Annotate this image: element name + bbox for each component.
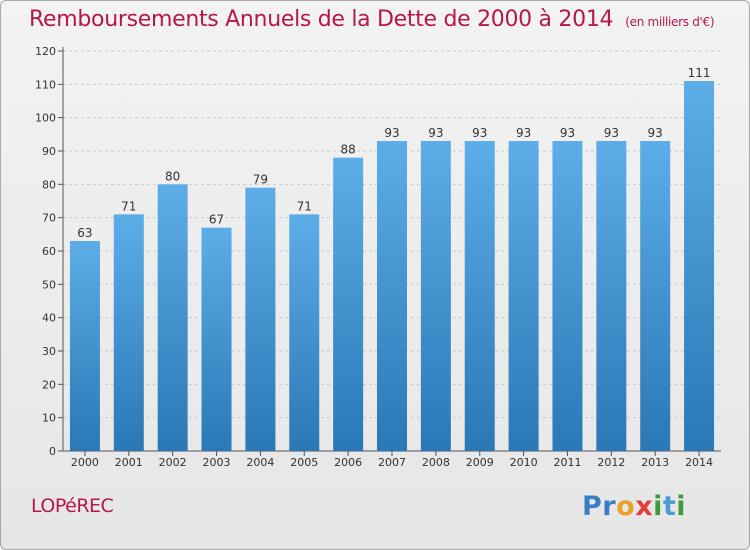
- bar: [201, 227, 232, 451]
- data-label: 93: [516, 126, 531, 140]
- axes: 0 10 20 30 40 50 60 70 80 90 100 110 120 2000 2001 2002…: [35, 45, 721, 469]
- logo-letter: t: [662, 491, 677, 522]
- bar: [464, 141, 495, 451]
- x-tick-label: 2006: [334, 456, 362, 469]
- data-label: 93: [648, 126, 663, 140]
- data-label: 93: [428, 126, 443, 140]
- data-label: 71: [121, 199, 136, 213]
- bar: [245, 187, 276, 451]
- bar: [420, 141, 451, 451]
- x-tick-label: 2013: [641, 456, 669, 469]
- bar: [69, 241, 100, 451]
- x-tick-label: 2000: [71, 456, 99, 469]
- bar: [596, 141, 627, 451]
- bar: [684, 81, 715, 451]
- bar: [640, 141, 671, 451]
- y-tick-label: 20: [42, 378, 56, 391]
- chart-subtitle: (en milliers d'€): [625, 15, 715, 29]
- y-tick-label: 0: [49, 445, 56, 458]
- x-tick-label: 2004: [246, 456, 274, 469]
- bars: [69, 81, 715, 452]
- data-label: 111: [688, 66, 711, 80]
- x-tick-label: 2002: [159, 456, 187, 469]
- x-tick-label: 2007: [378, 456, 406, 469]
- bar: [157, 184, 188, 452]
- bar: [113, 214, 144, 451]
- y-tick-label: 60: [42, 245, 56, 258]
- logo-letter: i: [676, 491, 687, 522]
- x-tick-label: 2005: [290, 456, 318, 469]
- data-label: 93: [560, 126, 575, 140]
- data-label: 88: [340, 143, 355, 157]
- town-name: LOPéREC: [31, 495, 114, 517]
- y-tick-label: 70: [42, 212, 56, 225]
- x-tick-label: 2011: [553, 456, 581, 469]
- chart-title-text: Remboursements Annuels de la Dette de 20…: [29, 7, 614, 32]
- bar: [333, 157, 364, 451]
- logo-letter: r: [602, 491, 617, 522]
- data-label: 63: [77, 226, 92, 240]
- logo-letter: x: [635, 491, 654, 522]
- logo-letter: i: [653, 491, 663, 522]
- bar: [377, 141, 407, 451]
- y-tick-label: 40: [42, 312, 56, 325]
- bar: [289, 214, 320, 451]
- y-tick-label: 30: [42, 345, 56, 358]
- x-tick-label: 2008: [422, 456, 450, 469]
- data-label: 71: [297, 199, 312, 213]
- y-tick-label: 100: [35, 112, 56, 125]
- y-tick-label: 110: [35, 78, 56, 91]
- logo-letter: P: [582, 491, 603, 522]
- bar: [552, 141, 583, 451]
- chart-title: Remboursements Annuels de la Dette de 20…: [29, 7, 715, 32]
- data-label: 93: [384, 126, 399, 140]
- y-tick-label: 80: [42, 178, 56, 191]
- x-tick-label: 2003: [203, 456, 231, 469]
- data-label: 79: [253, 173, 268, 187]
- x-tick-label: 2012: [597, 456, 625, 469]
- data-label: 93: [472, 126, 487, 140]
- y-tick-label: 50: [42, 278, 56, 291]
- x-tick-label: 2014: [685, 456, 713, 469]
- data-label: 67: [209, 213, 224, 227]
- data-label: 80: [165, 169, 180, 183]
- x-tick-label: 2010: [510, 456, 538, 469]
- bar: [508, 141, 539, 451]
- y-tick-label: 120: [35, 45, 56, 58]
- x-tick-label: 2009: [466, 456, 494, 469]
- x-tick-label: 2001: [115, 456, 143, 469]
- data-labels: 63 71 80 67 79 71 88 93 93 93 93 93 93 93 111: [77, 66, 710, 240]
- data-label: 93: [604, 126, 619, 140]
- y-tick-label: 10: [42, 412, 56, 425]
- proxiti-logo: Proxiti: [582, 491, 686, 522]
- logo-letter: o: [616, 491, 636, 522]
- y-tick-label: 90: [42, 145, 56, 158]
